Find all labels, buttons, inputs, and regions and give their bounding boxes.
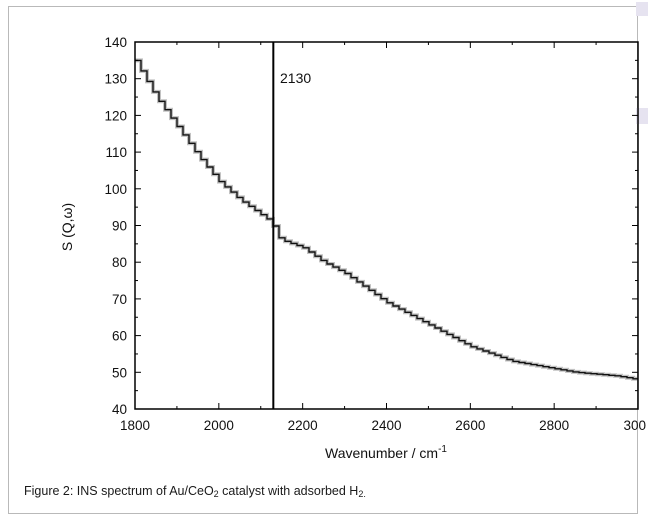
x-tick-label-300: 300 — [623, 418, 646, 433]
series-0-line — [135, 59, 638, 380]
y-tick-label-140: 140 — [104, 35, 127, 50]
y-tick-label-130: 130 — [104, 72, 127, 87]
decorative-corner-mark — [636, 2, 648, 16]
y-tick-label-90: 90 — [112, 219, 127, 234]
x-axis-title-text: Wavenumber / cm — [325, 445, 438, 461]
x-tick-label-1800: 1800 — [120, 418, 150, 433]
y-axis-title: S (Q,ω) — [59, 203, 75, 251]
annotation-label: 2130 — [280, 70, 311, 86]
y-tick-label-110: 110 — [105, 145, 127, 160]
y-tick-label-60: 60 — [112, 329, 127, 344]
y-tick-label-70: 70 — [112, 292, 127, 307]
x-tick-label-2800: 2800 — [539, 418, 569, 433]
plot-frame — [134, 41, 639, 410]
y-tick-label-120: 120 — [104, 108, 127, 123]
x-axis-title: Wavenumber / cm-1 — [325, 444, 447, 461]
x-tick-label-2400: 2400 — [371, 418, 401, 433]
x-tick-label-2600: 2600 — [455, 418, 485, 433]
y-tick-label-40: 40 — [112, 402, 127, 417]
x-tick-label-2000: 2000 — [204, 418, 234, 433]
series-0-shadow — [135, 58, 638, 381]
x-axis-title-sup: -1 — [438, 444, 447, 455]
caption-prefix: Figure 2: INS spectrum of Au/CeO — [24, 484, 214, 498]
decorative-side-mark — [636, 108, 648, 124]
y-tick-label-100: 100 — [104, 182, 127, 197]
caption-sub-2: 2. — [358, 489, 366, 499]
y-tick-label-80: 80 — [112, 255, 127, 270]
figure-caption: Figure 2: INS spectrum of Au/CeO2 cataly… — [24, 484, 366, 499]
x-tick-label-2200: 2200 — [288, 418, 318, 433]
plot-area: 40 50 60 70 80 90 100 110 120 130 140 1800 2000 2200 2… — [104, 35, 646, 433]
caption-sub-1: 2 — [213, 489, 219, 499]
y-tick-label-50: 50 — [112, 365, 127, 380]
caption-middle: catalyst with adsorbed H — [218, 484, 359, 498]
